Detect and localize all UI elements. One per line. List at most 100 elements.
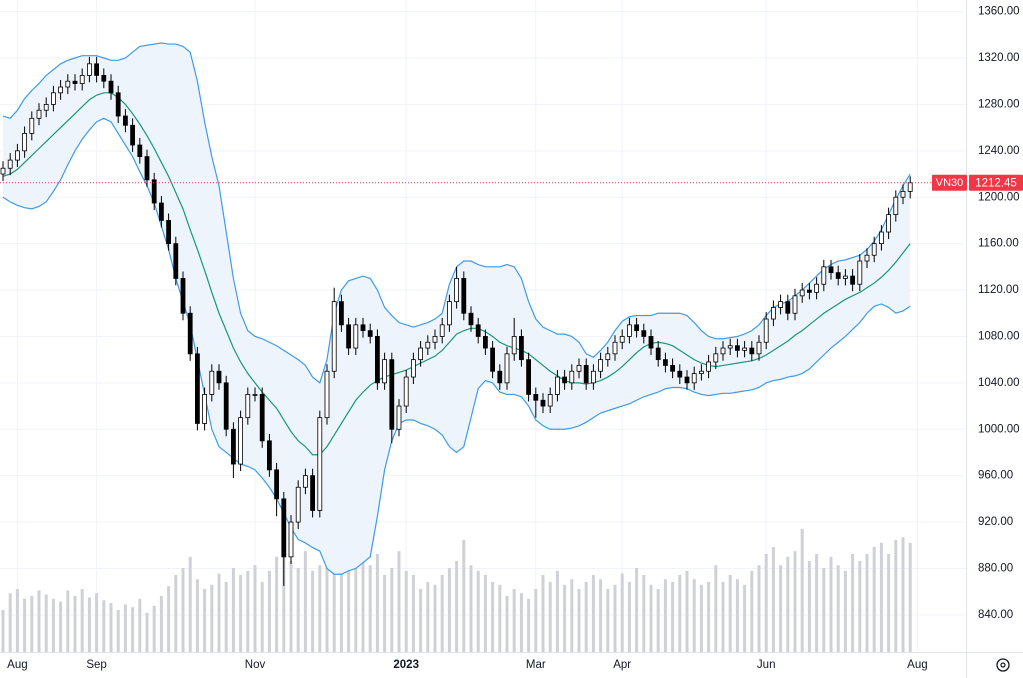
candle-body bbox=[101, 75, 107, 82]
candle-body bbox=[324, 370, 330, 419]
volume-bar bbox=[822, 568, 826, 652]
volume-bar bbox=[541, 575, 545, 652]
candle-body bbox=[187, 312, 193, 355]
volume-bar bbox=[87, 597, 91, 652]
volume-bar bbox=[491, 582, 495, 652]
candle-body bbox=[216, 370, 222, 384]
candle-body bbox=[482, 336, 488, 349]
candle-body bbox=[353, 324, 359, 349]
candle-body bbox=[540, 399, 546, 407]
candle-body bbox=[511, 336, 517, 355]
volume-bar bbox=[152, 605, 156, 652]
x-tick-label: Sep bbox=[86, 659, 106, 671]
y-tick-label: 1240.00 bbox=[978, 145, 1020, 157]
volume-bar bbox=[253, 565, 257, 652]
candle-body bbox=[749, 347, 755, 355]
candle-body bbox=[94, 63, 99, 76]
candle-body bbox=[202, 394, 208, 424]
settings-icon[interactable] bbox=[996, 658, 1010, 672]
candle-body bbox=[439, 324, 445, 337]
candle-body bbox=[22, 133, 28, 152]
settings-button[interactable] bbox=[996, 658, 1010, 672]
x-tick-label: Mar bbox=[526, 659, 546, 671]
candle-body bbox=[87, 63, 92, 76]
volume-bar bbox=[116, 610, 120, 652]
candle-body bbox=[432, 336, 438, 343]
candle-body bbox=[281, 498, 287, 558]
volume-bar bbox=[145, 612, 149, 652]
volume-bar bbox=[102, 600, 106, 652]
volume-bar bbox=[685, 570, 689, 652]
volume-bar bbox=[534, 589, 538, 652]
volume-bar bbox=[224, 582, 228, 652]
volume-bar bbox=[692, 579, 696, 652]
volume-bar bbox=[894, 540, 898, 652]
volume-bar bbox=[411, 575, 415, 652]
volume-bar bbox=[311, 570, 315, 652]
volume-bar bbox=[131, 607, 135, 652]
volume-bar bbox=[577, 589, 581, 652]
y-tick-label: 920.00 bbox=[978, 516, 1013, 528]
volume-bar bbox=[260, 582, 264, 652]
volume-bar bbox=[613, 584, 617, 652]
candle-body bbox=[562, 376, 567, 384]
candle-body bbox=[627, 324, 632, 337]
y-tick-label: 1080.00 bbox=[978, 330, 1020, 342]
candle-body bbox=[677, 370, 683, 378]
candle-body bbox=[684, 376, 690, 384]
volume-bar bbox=[59, 601, 63, 652]
volume-bar bbox=[793, 551, 797, 652]
candle-body bbox=[123, 115, 128, 126]
candle-body bbox=[864, 254, 870, 262]
y-tick-label: 960.00 bbox=[978, 470, 1013, 482]
volume-bar bbox=[872, 547, 876, 652]
volume-bar bbox=[23, 598, 27, 652]
x-tick-label: Jun bbox=[757, 659, 776, 671]
volume-bar bbox=[390, 568, 394, 652]
volume-bar bbox=[210, 584, 214, 652]
symbol-label-box bbox=[932, 174, 967, 191]
candle-body bbox=[259, 394, 265, 442]
candle-body bbox=[907, 182, 913, 192]
candle-body bbox=[446, 301, 452, 326]
volume-bar bbox=[836, 565, 840, 652]
candle-body bbox=[288, 521, 294, 558]
x-tick-label: 2023 bbox=[393, 659, 419, 671]
volume-bar bbox=[347, 568, 351, 652]
candle-body bbox=[591, 370, 596, 384]
volume-bar bbox=[815, 554, 819, 652]
x-tick-label: Apr bbox=[613, 659, 631, 671]
candle-body bbox=[72, 80, 78, 84]
candle-body bbox=[137, 144, 143, 158]
volume-bar bbox=[563, 584, 567, 652]
candle-body bbox=[576, 365, 582, 372]
volume-bar bbox=[901, 537, 905, 652]
volume-bar bbox=[433, 584, 437, 652]
candle-body bbox=[180, 278, 186, 314]
candle-body bbox=[519, 336, 524, 361]
candle-body bbox=[65, 80, 71, 88]
volume-bar bbox=[80, 589, 84, 652]
volume-bar bbox=[51, 598, 55, 652]
volume-layer bbox=[1, 528, 912, 652]
candle-body bbox=[209, 370, 215, 395]
candle-body bbox=[166, 220, 172, 245]
volume-bar bbox=[469, 565, 473, 652]
volume-bar bbox=[282, 540, 286, 652]
volume-bar bbox=[570, 579, 574, 652]
candle-body bbox=[821, 266, 827, 285]
candle-body bbox=[223, 382, 229, 430]
y-tick-label: 1320.00 bbox=[978, 52, 1020, 64]
candle-body bbox=[900, 191, 906, 198]
candle-body bbox=[713, 353, 719, 363]
candle-body bbox=[51, 92, 56, 105]
volume-bar bbox=[44, 594, 48, 652]
volume-bar bbox=[656, 589, 660, 652]
candle-body bbox=[36, 109, 42, 119]
candle-body bbox=[29, 117, 35, 134]
candle-body bbox=[14, 150, 20, 161]
settings-icon-center[interactable] bbox=[1000, 662, 1006, 668]
y-tick-label: 1360.00 bbox=[978, 6, 1020, 18]
volume-bar bbox=[375, 554, 379, 652]
volume-bar bbox=[332, 547, 336, 652]
